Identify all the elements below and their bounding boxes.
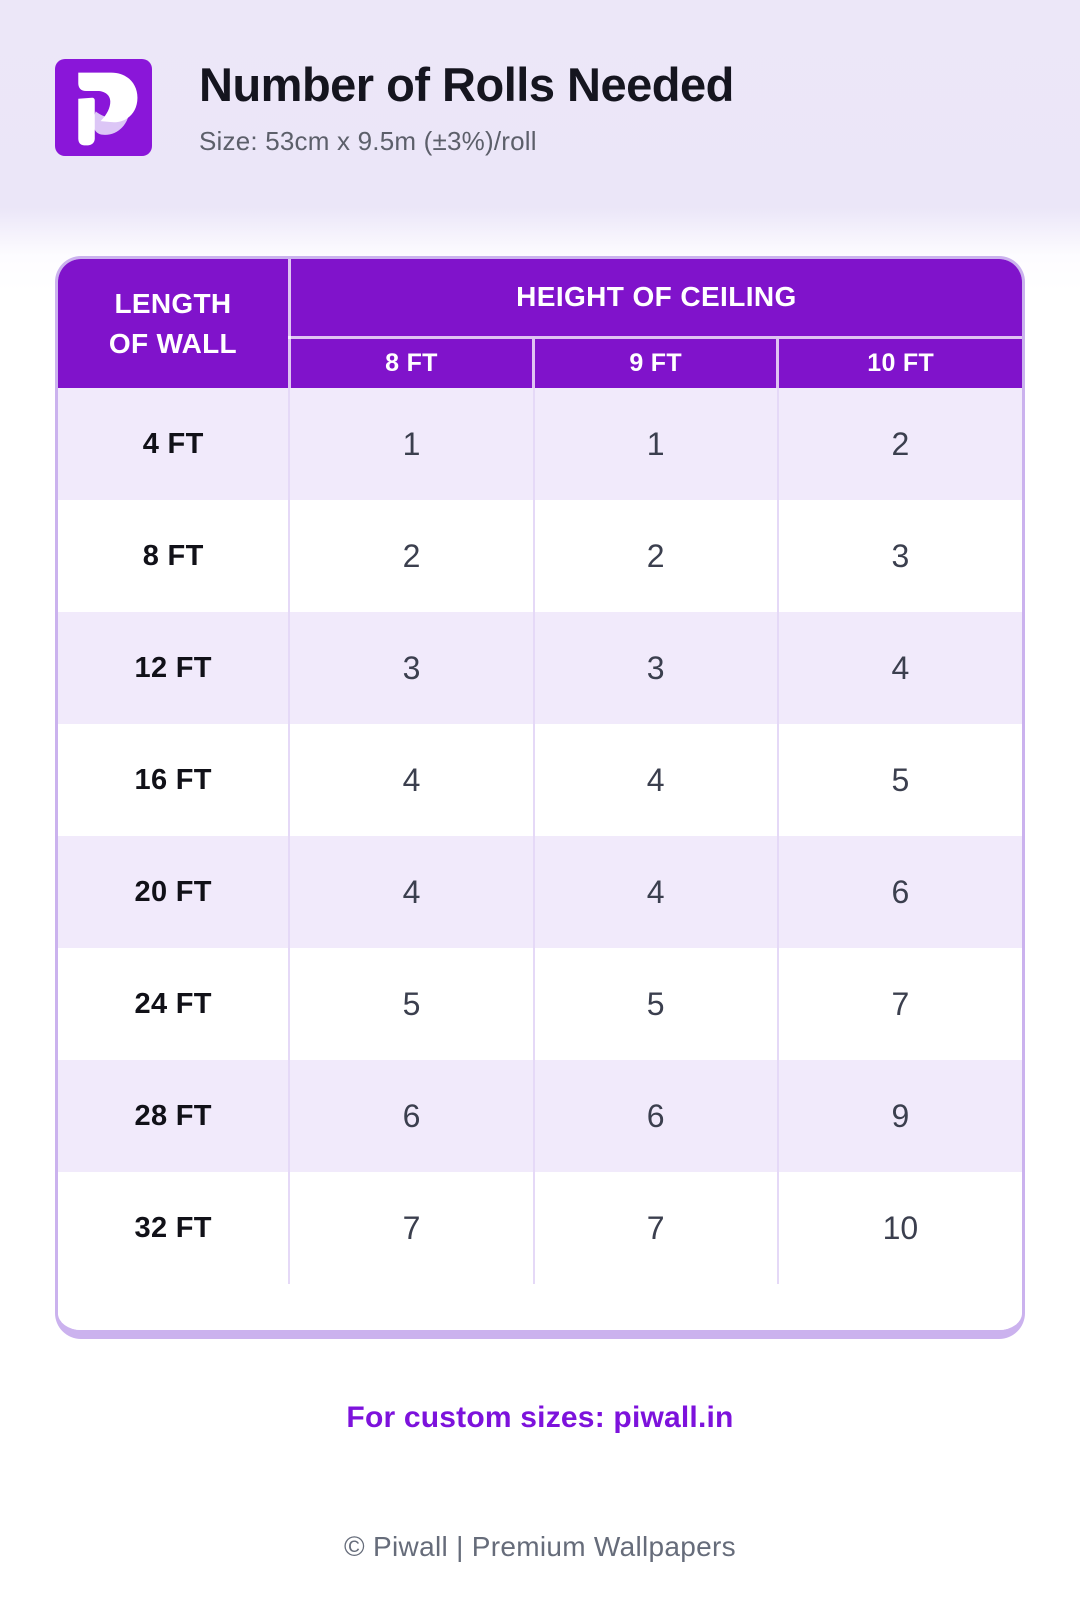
corner-header-length-of-wall: LENGTH OF WALL xyxy=(58,259,291,388)
column-header-9ft: 9 FT xyxy=(532,335,778,388)
rolls-table-card: LENGTH OF WALL HEIGHT OF CEILING 8 FT 9 … xyxy=(55,256,1025,1339)
cell-value: 3 xyxy=(776,500,1022,612)
custom-sizes-link[interactable]: For custom sizes: piwall.in xyxy=(346,1401,734,1434)
page-title: Number of Rolls Needed xyxy=(199,58,734,111)
rolls-table: LENGTH OF WALL HEIGHT OF CEILING 8 FT 9 … xyxy=(58,259,1022,1284)
group-header-height-of-ceiling: HEIGHT OF CEILING xyxy=(289,259,1022,337)
cell-value: 5 xyxy=(776,724,1022,836)
table-row: 20 FT 4 4 6 xyxy=(58,836,1022,948)
cell-value: 7 xyxy=(288,1172,534,1284)
rolls-table-body: 4 FT 1 1 2 8 FT 2 2 3 12 FT 3 3 4 xyxy=(58,388,1022,1284)
row-label: 12 FT xyxy=(134,651,212,684)
rolls-table-header: LENGTH OF WALL HEIGHT OF CEILING 8 FT 9 … xyxy=(58,259,1022,388)
row-label: 24 FT xyxy=(134,987,212,1020)
piwall-logo xyxy=(55,58,152,156)
corner-header-line1: LENGTH xyxy=(114,287,232,319)
table-row: 4 FT 1 1 2 xyxy=(58,388,1022,500)
row-label: 28 FT xyxy=(134,1099,212,1132)
cell-value: 4 xyxy=(532,724,778,836)
cell-value: 5 xyxy=(532,948,778,1060)
row-label: 8 FT xyxy=(142,539,204,572)
cell-value: 4 xyxy=(288,724,534,836)
cell-value: 6 xyxy=(532,1060,778,1172)
title-block: Number of Rolls Needed Size: 53cm x 9.5m… xyxy=(199,57,734,157)
cell-value: 10 xyxy=(776,1172,1022,1284)
row-label: 16 FT xyxy=(134,763,212,796)
corner-header-line2: OF WALL xyxy=(108,327,237,359)
table-row: 32 FT 7 7 10 xyxy=(58,1172,1022,1284)
column-header-10ft: 10 FT xyxy=(776,335,1022,388)
cell-value: 2 xyxy=(288,500,534,612)
cell-value: 4 xyxy=(776,612,1022,724)
row-label: 32 FT xyxy=(134,1211,212,1244)
cell-value: 7 xyxy=(532,1172,778,1284)
column-header-8ft: 8 FT xyxy=(289,335,534,388)
row-label: 20 FT xyxy=(134,875,212,908)
page-subtitle: Size: 53cm x 9.5m (±3%)/roll xyxy=(199,126,537,156)
table-row: 28 FT 6 6 9 xyxy=(58,1060,1022,1172)
piwall-logo-icon xyxy=(78,72,138,145)
cell-value: 7 xyxy=(776,948,1022,1060)
cell-value: 6 xyxy=(776,836,1022,948)
copyright-text: © Piwall | Premium Wallpapers xyxy=(344,1531,736,1562)
page-header: Number of Rolls Needed Size: 53cm x 9.5m… xyxy=(0,0,1080,157)
table-bottom-padding xyxy=(58,1284,1022,1330)
cell-value: 1 xyxy=(288,388,534,500)
table-row: 8 FT 2 2 3 xyxy=(58,500,1022,612)
cell-value: 4 xyxy=(532,836,778,948)
table-row: 16 FT 4 4 5 xyxy=(58,724,1022,836)
cell-value: 2 xyxy=(776,388,1022,500)
table-row: 24 FT 5 5 7 xyxy=(58,948,1022,1060)
row-label: 4 FT xyxy=(142,427,204,460)
cell-value: 9 xyxy=(776,1060,1022,1172)
cell-value: 4 xyxy=(288,836,534,948)
cell-value: 6 xyxy=(288,1060,534,1172)
cell-value: 1 xyxy=(532,388,778,500)
cell-value: 3 xyxy=(532,612,778,724)
cell-value: 2 xyxy=(532,500,778,612)
table-row: 12 FT 3 3 4 xyxy=(58,612,1022,724)
cell-value: 5 xyxy=(288,948,534,1060)
cell-value: 3 xyxy=(288,612,534,724)
